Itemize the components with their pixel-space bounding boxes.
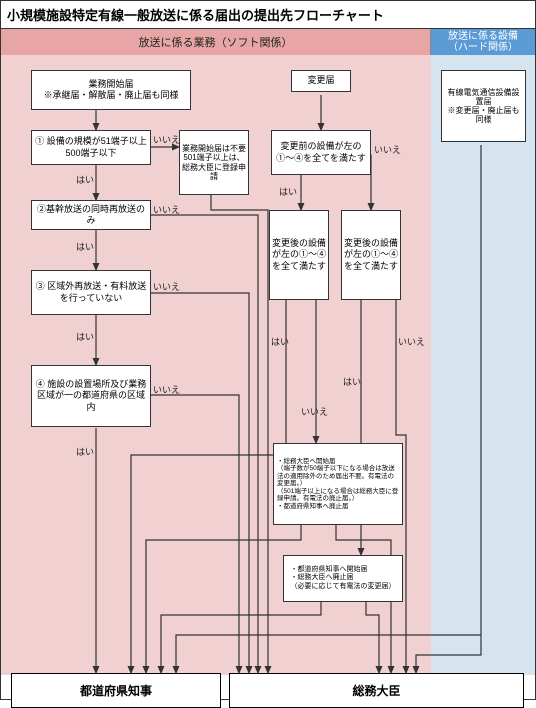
- label-yes: はい: [343, 375, 361, 388]
- node-start-business: 業務開始届 ※承継届・解散届・廃止届も同様: [31, 70, 191, 110]
- chart-title: 小規模施設特定有線一般放送に係る届出の提出先フローチャート: [1, 1, 535, 29]
- destination-minister: 総務大臣: [229, 673, 524, 708]
- node-q3: ③ 区域外再放送・有料放送を行っていない: [31, 270, 151, 315]
- flowchart-container: 小規模施設特定有線一般放送に係る届出の提出先フローチャート 放送に係る業務（ソフ…: [0, 0, 536, 700]
- node-change-q2a: 変更後の設備が左の①〜④を全て満たす: [269, 210, 329, 300]
- label-no: いいえ: [153, 133, 180, 146]
- node-q4: ④ 施設の設置場所及び業務区域が一の都道府県の区域内: [31, 365, 151, 427]
- label-no: いいえ: [374, 143, 401, 156]
- label-yes: はい: [279, 185, 297, 198]
- label-yes: はい: [76, 330, 94, 343]
- label-yes: はい: [76, 173, 94, 186]
- label-yes: はい: [76, 240, 94, 253]
- destination-governor: 都道府県知事: [11, 673, 221, 708]
- node-q2: ②基幹放送の同時再放送のみ: [31, 200, 151, 230]
- node-note501: 業務開始届は不要 501端子以上は、総務大臣に登録申請: [179, 130, 249, 195]
- label-no: いいえ: [153, 280, 180, 293]
- node-result-a: ・総務大臣へ開始届 （端子数が50端子以下になる場合は放送法の適用除外のため届出…: [273, 443, 403, 525]
- node-change-q1: 変更前の設備が左の①〜④を全てを満たす: [271, 130, 371, 175]
- label-no: いいえ: [398, 335, 425, 348]
- node-change-q2b: 変更後の設備が左の①〜④を全て満たす: [341, 210, 401, 300]
- column-headers: 放送に係る業務（ソフト関係） 放送に係る設備 （ハード関係）: [1, 29, 535, 55]
- column-hard-header: 放送に係る設備 （ハード関係）: [431, 29, 535, 55]
- label-yes: はい: [76, 445, 94, 458]
- label-no: いいえ: [301, 405, 328, 418]
- label-no: いいえ: [153, 203, 180, 216]
- label-no: いいえ: [153, 383, 180, 396]
- node-result-b: ・都道府県知事へ開始届 ・総務大臣へ廃止届 （必要に応じて有電法の変更届）: [283, 555, 403, 602]
- label-yes: はい: [271, 335, 289, 348]
- node-start-change: 変更届: [291, 70, 351, 92]
- hard-background: [431, 55, 535, 675]
- flowchart-canvas: 業務開始届 ※承継届・解散届・廃止届も同様 変更届 有線電気通信設備設置届 ※変…: [1, 55, 535, 705]
- node-q1: ① 設備の規模が51端子以上500端子以下: [31, 130, 151, 165]
- column-soft-header: 放送に係る業務（ソフト関係）: [1, 29, 431, 55]
- node-start-facility: 有線電気通信設備設置届 ※変更届・廃止届も同様: [441, 70, 526, 142]
